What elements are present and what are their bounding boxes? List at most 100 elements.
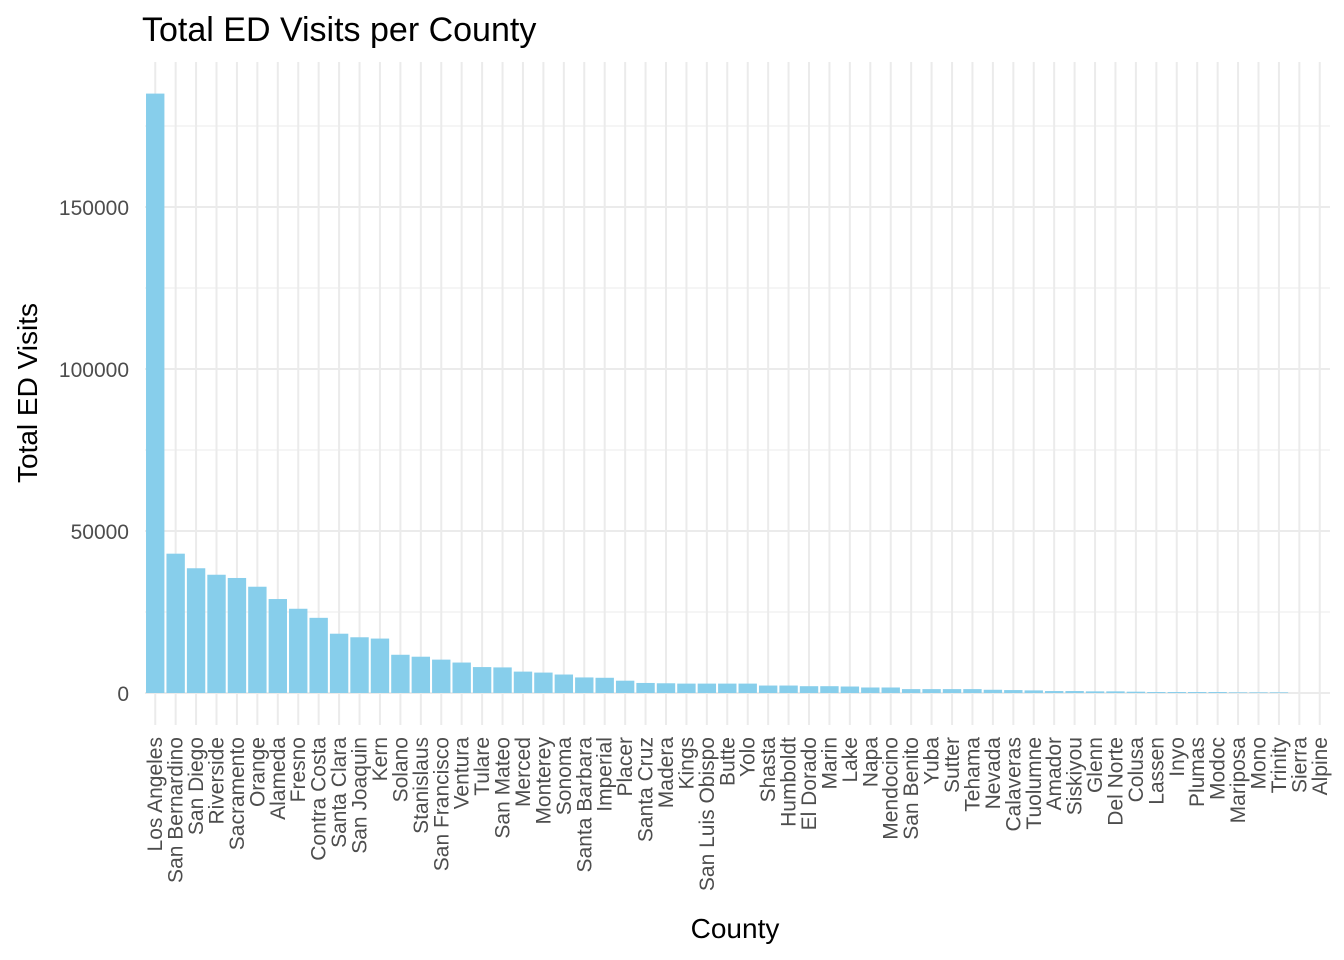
bar-butte [718,683,737,693]
x-tick-label: San Diego [185,737,208,835]
bar-stanislaus [411,656,431,693]
bar-alameda [268,599,287,693]
x-tick-label: Kern [369,737,392,781]
bar-marin [820,686,839,693]
bar-colusa [1126,691,1146,693]
bar-glenn [1085,691,1105,693]
bar-santa-clara [329,633,349,693]
x-tick-label: Nevada [982,737,1005,810]
x-tick-label: Sierra [1288,737,1311,793]
bar-trinity [1269,692,1289,693]
bar-mariposa [1228,692,1248,693]
bar-san-benito [901,689,921,693]
bar-shasta [758,685,778,693]
bar-san-francisco [432,659,451,693]
bar-monterey [534,672,553,693]
bar-orange [248,586,267,693]
bar-contra-costa [309,617,328,693]
x-tick-label: Mendocino [880,737,903,840]
x-tick-label: Alpine [1309,737,1332,795]
bar-humboldt [779,685,798,693]
x-tick-label: Orange [246,737,269,807]
bar-lake [840,686,860,693]
bar-santa-cruz [636,682,655,693]
bar-mono [1249,692,1268,693]
x-tick-label: Ventura [451,737,474,810]
bar-tulare [472,667,492,693]
bar-san-joaquin [350,637,369,693]
bar-yuba [922,689,941,693]
y-tick-label: 50000 [71,521,129,544]
x-tick-label: Fresno [287,737,310,802]
bar-del-norte [1106,691,1125,693]
bar-inyo [1167,692,1186,693]
x-tick-label: San Mateo [492,737,515,839]
x-tick-label: Tulare [471,737,494,796]
x-tick-label: San Joaquin [349,737,372,854]
x-tick-label: Del Norte [1104,737,1127,826]
x-tick-label: San Benito [900,737,923,840]
x-tick-label: Yolo [737,737,760,777]
x-tick-label: Marin [818,737,841,790]
bar-solano [391,654,410,693]
bars [146,93,1289,694]
x-tick-label: Trinity [1268,737,1291,794]
x-tick-label: Sutter [941,737,964,793]
bar-riverside [207,574,226,693]
bar-plumas [1188,692,1207,693]
x-tick-label: Placer [614,737,637,797]
y-axis-ticks: 0 50000 100000 150000 [59,197,129,706]
x-tick-label: Madera [655,737,678,809]
x-tick-label: Stanislaus [410,737,433,834]
x-tick-label: Contra Costa [308,737,331,861]
x-tick-label: Plumas [1186,737,1209,807]
bar-sutter [942,689,962,693]
bar-siskiyou [1065,691,1084,693]
x-tick-label: San Luis Obispo [696,737,719,891]
x-tick-label: Merced [512,737,535,807]
x-tick-label: Tuolumne [1023,737,1046,830]
bar-san-mateo [493,667,512,693]
bar-modoc [1208,692,1227,693]
x-tick-label: Imperial [594,737,617,812]
bar-fresno [289,608,308,693]
bar-calaveras [1004,690,1023,693]
x-tick-label: Glenn [1084,737,1107,793]
bar-sonoma [554,674,574,693]
x-tick-label: Napa [859,737,882,788]
x-tick-label: Mono [1247,737,1270,790]
bar-amador [1044,691,1064,693]
x-tick-label: Solano [389,737,412,802]
bar-lassen [1147,692,1166,693]
bar-san-diego [186,568,206,693]
bar-los-angeles [146,93,165,694]
x-tick-label: Riverside [206,737,229,825]
bar-santa-barbara [575,677,594,693]
x-tick-label: Inyo [1166,737,1189,777]
x-tick-label: Siskiyou [1064,737,1087,815]
y-tick-label: 0 [117,683,129,706]
x-tick-label: Lassen [1145,737,1168,805]
x-axis-title: County [691,913,780,944]
x-tick-label: Colusa [1125,737,1148,803]
x-tick-label: Calaveras [1002,737,1025,832]
bar-ventura [452,662,471,693]
bar-san-bernardino [166,553,185,693]
x-tick-label: El Dorado [798,737,821,830]
bar-nevada [983,689,1003,693]
bar-sacramento [227,577,247,693]
x-tick-label: Modoc [1207,737,1230,800]
bar-san-luis-obispo [697,683,717,693]
x-tick-label: Tehama [961,737,984,812]
x-tick-label: Humboldt [778,737,801,827]
x-tick-label: Sacramento [226,737,249,850]
x-tick-label: San Bernardino [165,737,188,883]
x-tick-label: Monterey [532,737,555,825]
x-tick-label: Mariposa [1227,737,1250,824]
y-axis-title: Total ED Visits [12,303,43,483]
bar-tuolumne [1024,690,1043,693]
bar-napa [861,687,880,693]
x-tick-label: Los Angeles [144,737,167,851]
